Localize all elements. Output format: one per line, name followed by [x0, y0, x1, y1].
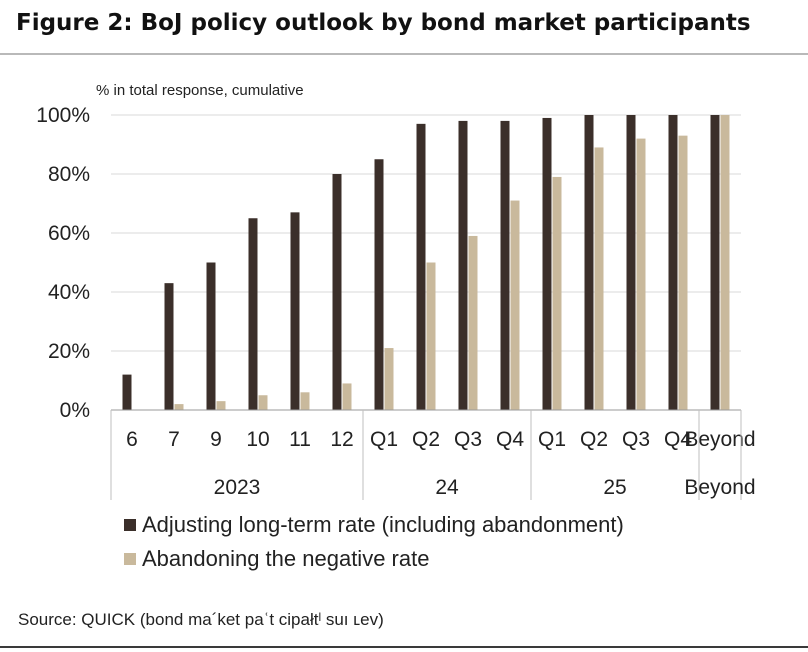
bar-adjusting [626, 115, 636, 410]
x-tick-label: Beyond [684, 428, 755, 451]
group-label: 2023 [214, 476, 261, 499]
bar-abandoning [720, 115, 730, 410]
bar-adjusting [542, 117, 552, 410]
legend-swatch-dark [124, 519, 136, 531]
x-tick-label: 6 [126, 428, 138, 451]
bar-abandoning [426, 262, 436, 410]
title-divider [0, 53, 808, 55]
bar-adjusting [416, 123, 426, 410]
bar-adjusting [710, 115, 720, 410]
bar-abandoning [594, 147, 604, 410]
x-tick-label: Q1 [538, 428, 566, 451]
bar-adjusting [206, 262, 216, 410]
bar-abandoning [342, 383, 352, 410]
x-tick-label: 9 [210, 428, 222, 451]
bar-abandoning [510, 200, 520, 410]
x-tick-label: Q4 [664, 428, 692, 451]
x-tick-label: 12 [330, 428, 353, 451]
bar-adjusting [500, 120, 510, 411]
x-tick-label: Q1 [370, 428, 398, 451]
bar-abandoning [258, 395, 268, 410]
bar-adjusting [458, 120, 468, 411]
x-tick-label: 7 [168, 428, 180, 451]
x-tick-label: 10 [246, 428, 269, 451]
bar-abandoning [384, 348, 394, 410]
bottom-divider [0, 646, 808, 648]
bar-chart: 0% 20% 40% 60% 80% 100% 6 7 9 10 11 12 Q1 Q2 Q3 Q4 Q1 Q2 Q… [36, 104, 756, 500]
bar-adjusting [374, 159, 384, 410]
bar-abandoning [174, 404, 184, 410]
y-tick-label: 100% [36, 104, 90, 127]
group-label: 25 [603, 476, 626, 499]
bar-abandoning [468, 235, 478, 410]
bar-adjusting [122, 374, 132, 410]
legend-item-adjusting: Adjusting long-term rate (including aban… [124, 512, 624, 538]
bar-adjusting [164, 283, 174, 410]
bar-adjusting [584, 115, 594, 410]
y-tick-label: 20% [48, 340, 90, 363]
y-tick-label: 80% [48, 163, 90, 186]
y-tick-label: 40% [48, 281, 90, 304]
bar-adjusting [332, 174, 342, 410]
y-tick-label: 60% [48, 222, 90, 245]
y-axis-label: % in total response, cumulative [96, 82, 304, 99]
bar-abandoning [216, 401, 226, 410]
legend-label-adjusting: Adjusting long-term rate (including aban… [142, 512, 624, 537]
group-label: 24 [435, 476, 459, 499]
x-tick-label: Q2 [580, 428, 608, 451]
x-tick-label: Q4 [496, 428, 524, 451]
bar-abandoning [678, 135, 688, 410]
source-note: Source: QUICK (bond ma´ket paʿt cipałtˡ … [18, 610, 384, 629]
x-tick-label: Q2 [412, 428, 440, 451]
legend-label-abandoning: Abandoning the negative rate [142, 546, 430, 571]
bar-adjusting [248, 218, 258, 410]
y-tick-label: 0% [60, 399, 90, 422]
x-tick-label: Q3 [454, 428, 482, 451]
legend-item-abandoning: Abandoning the negative rate [124, 546, 429, 572]
bar-adjusting [668, 115, 678, 410]
legend-swatch-light [124, 553, 136, 565]
x-tick-label: 11 [289, 428, 311, 451]
chart-title: Figure 2: BoJ policy outlook by bond mar… [16, 10, 751, 36]
x-tick-label: Q3 [622, 428, 650, 451]
bar-abandoning [552, 176, 562, 410]
bar-adjusting [290, 212, 300, 410]
bar-abandoning [636, 138, 646, 410]
group-label: Beyond [684, 476, 755, 499]
bar-abandoning [300, 392, 310, 410]
